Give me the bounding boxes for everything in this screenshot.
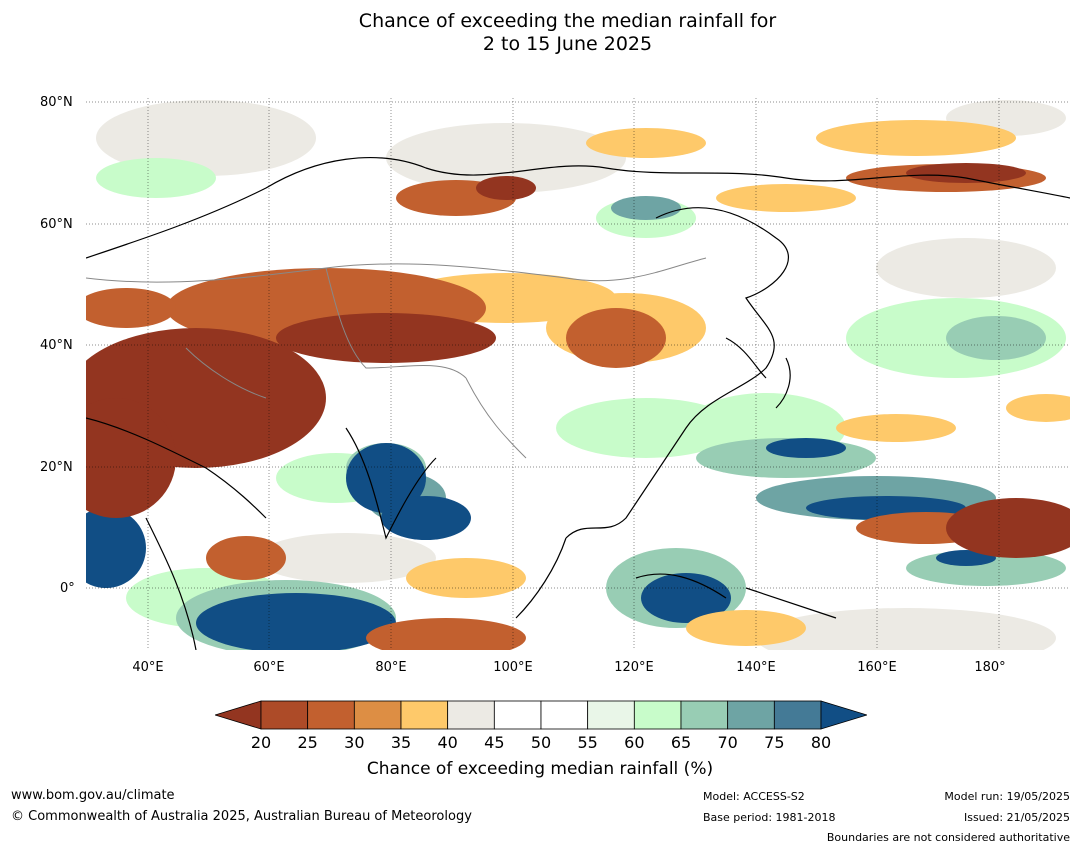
lat-label-0: 0°: [60, 581, 75, 596]
colorbar-segment: [353, 700, 402, 730]
colorbar-extend-high: [820, 700, 869, 730]
colorbar-segment: [540, 700, 589, 730]
lon-label-160e: 160°E: [857, 660, 897, 675]
lon-label-80e: 80°E: [375, 660, 407, 675]
colorbar-tick-label: 55: [577, 733, 598, 752]
footer-disclaimer: Boundaries are not considered authoritat…: [826, 831, 1070, 844]
colorbar-tick-label: 30: [344, 733, 365, 752]
colorbar-segment: [447, 700, 495, 730]
colorbar-tick-label: 45: [484, 733, 505, 752]
footer-model: Model: ACCESS-S2: [703, 790, 805, 803]
colorbar-tick-label: 65: [670, 733, 692, 752]
colorbar-tick-label: 20: [250, 733, 272, 752]
colorbar-segment: [633, 700, 682, 730]
colorbar-tick-label: 80: [810, 733, 832, 752]
colorbar-tick-label: 50: [530, 733, 552, 752]
colorbar-segment: [773, 700, 822, 730]
lon-label-40e: 40°E: [132, 660, 164, 675]
footer-copyright: © Commonwealth of Australia 2025, Austra…: [11, 809, 472, 824]
footer-base-period: Base period: 1981-2018: [703, 811, 836, 824]
lat-label-40n: 40°N: [40, 338, 73, 353]
colorbar-extend-low: [213, 700, 262, 730]
colorbar-tick-label: 40: [437, 733, 458, 752]
country-borders: [86, 257, 707, 459]
colorbar-segment: [727, 700, 775, 730]
lat-label-60n: 60°N: [40, 217, 73, 232]
lon-label-140e: 140°E: [736, 660, 776, 675]
map-canvas: [86, 98, 1070, 650]
colorbar-svg: [213, 700, 869, 730]
footer-issued: Issued: 21/05/2025: [963, 811, 1070, 824]
lat-label-80n: 80°N: [40, 95, 73, 110]
below-median-strong-patches: [86, 163, 1070, 558]
lon-label-100e: 100°E: [493, 660, 533, 675]
lon-label-180: 180°: [974, 660, 1006, 675]
colorbar-segment: [680, 700, 729, 730]
below-median-mid-patches: [86, 164, 1046, 650]
colorbar-tick-label: 60: [624, 733, 645, 752]
title-line-2: 2 to 15 June 2025: [482, 33, 653, 55]
footer-url[interactable]: www.bom.gov.au/climate: [11, 788, 175, 803]
colorbar-segment: [307, 700, 355, 730]
lon-label-60e: 60°E: [253, 660, 285, 675]
colorbar-tick-label: 70: [717, 733, 738, 752]
rainfall-map: [86, 98, 1070, 650]
colorbar: [213, 700, 869, 736]
title-line-1: Chance of exceeding the median rainfall …: [358, 10, 777, 32]
lat-label-20n: 20°N: [40, 460, 73, 475]
colorbar-segment: [587, 700, 635, 730]
colorbar-tick-label: 35: [390, 733, 412, 752]
colorbar-title: Chance of exceeding median rainfall (%): [366, 759, 714, 779]
colorbar-tick-label: 75: [764, 733, 785, 752]
above-median-strong-patches: [86, 438, 996, 650]
coastlines: [86, 156, 1070, 650]
map-title: Chance of exceeding the median rainfall …: [0, 10, 1081, 56]
graticule: [86, 98, 1070, 650]
colorbar-segment: [493, 700, 542, 730]
colorbar-segment: [260, 700, 309, 730]
colorbar-tick-label: 25: [297, 733, 318, 752]
lon-label-120e: 120°E: [614, 660, 654, 675]
footer-model-run: Model run: 19/05/2025: [944, 790, 1070, 803]
colorbar-segment: [400, 700, 449, 730]
